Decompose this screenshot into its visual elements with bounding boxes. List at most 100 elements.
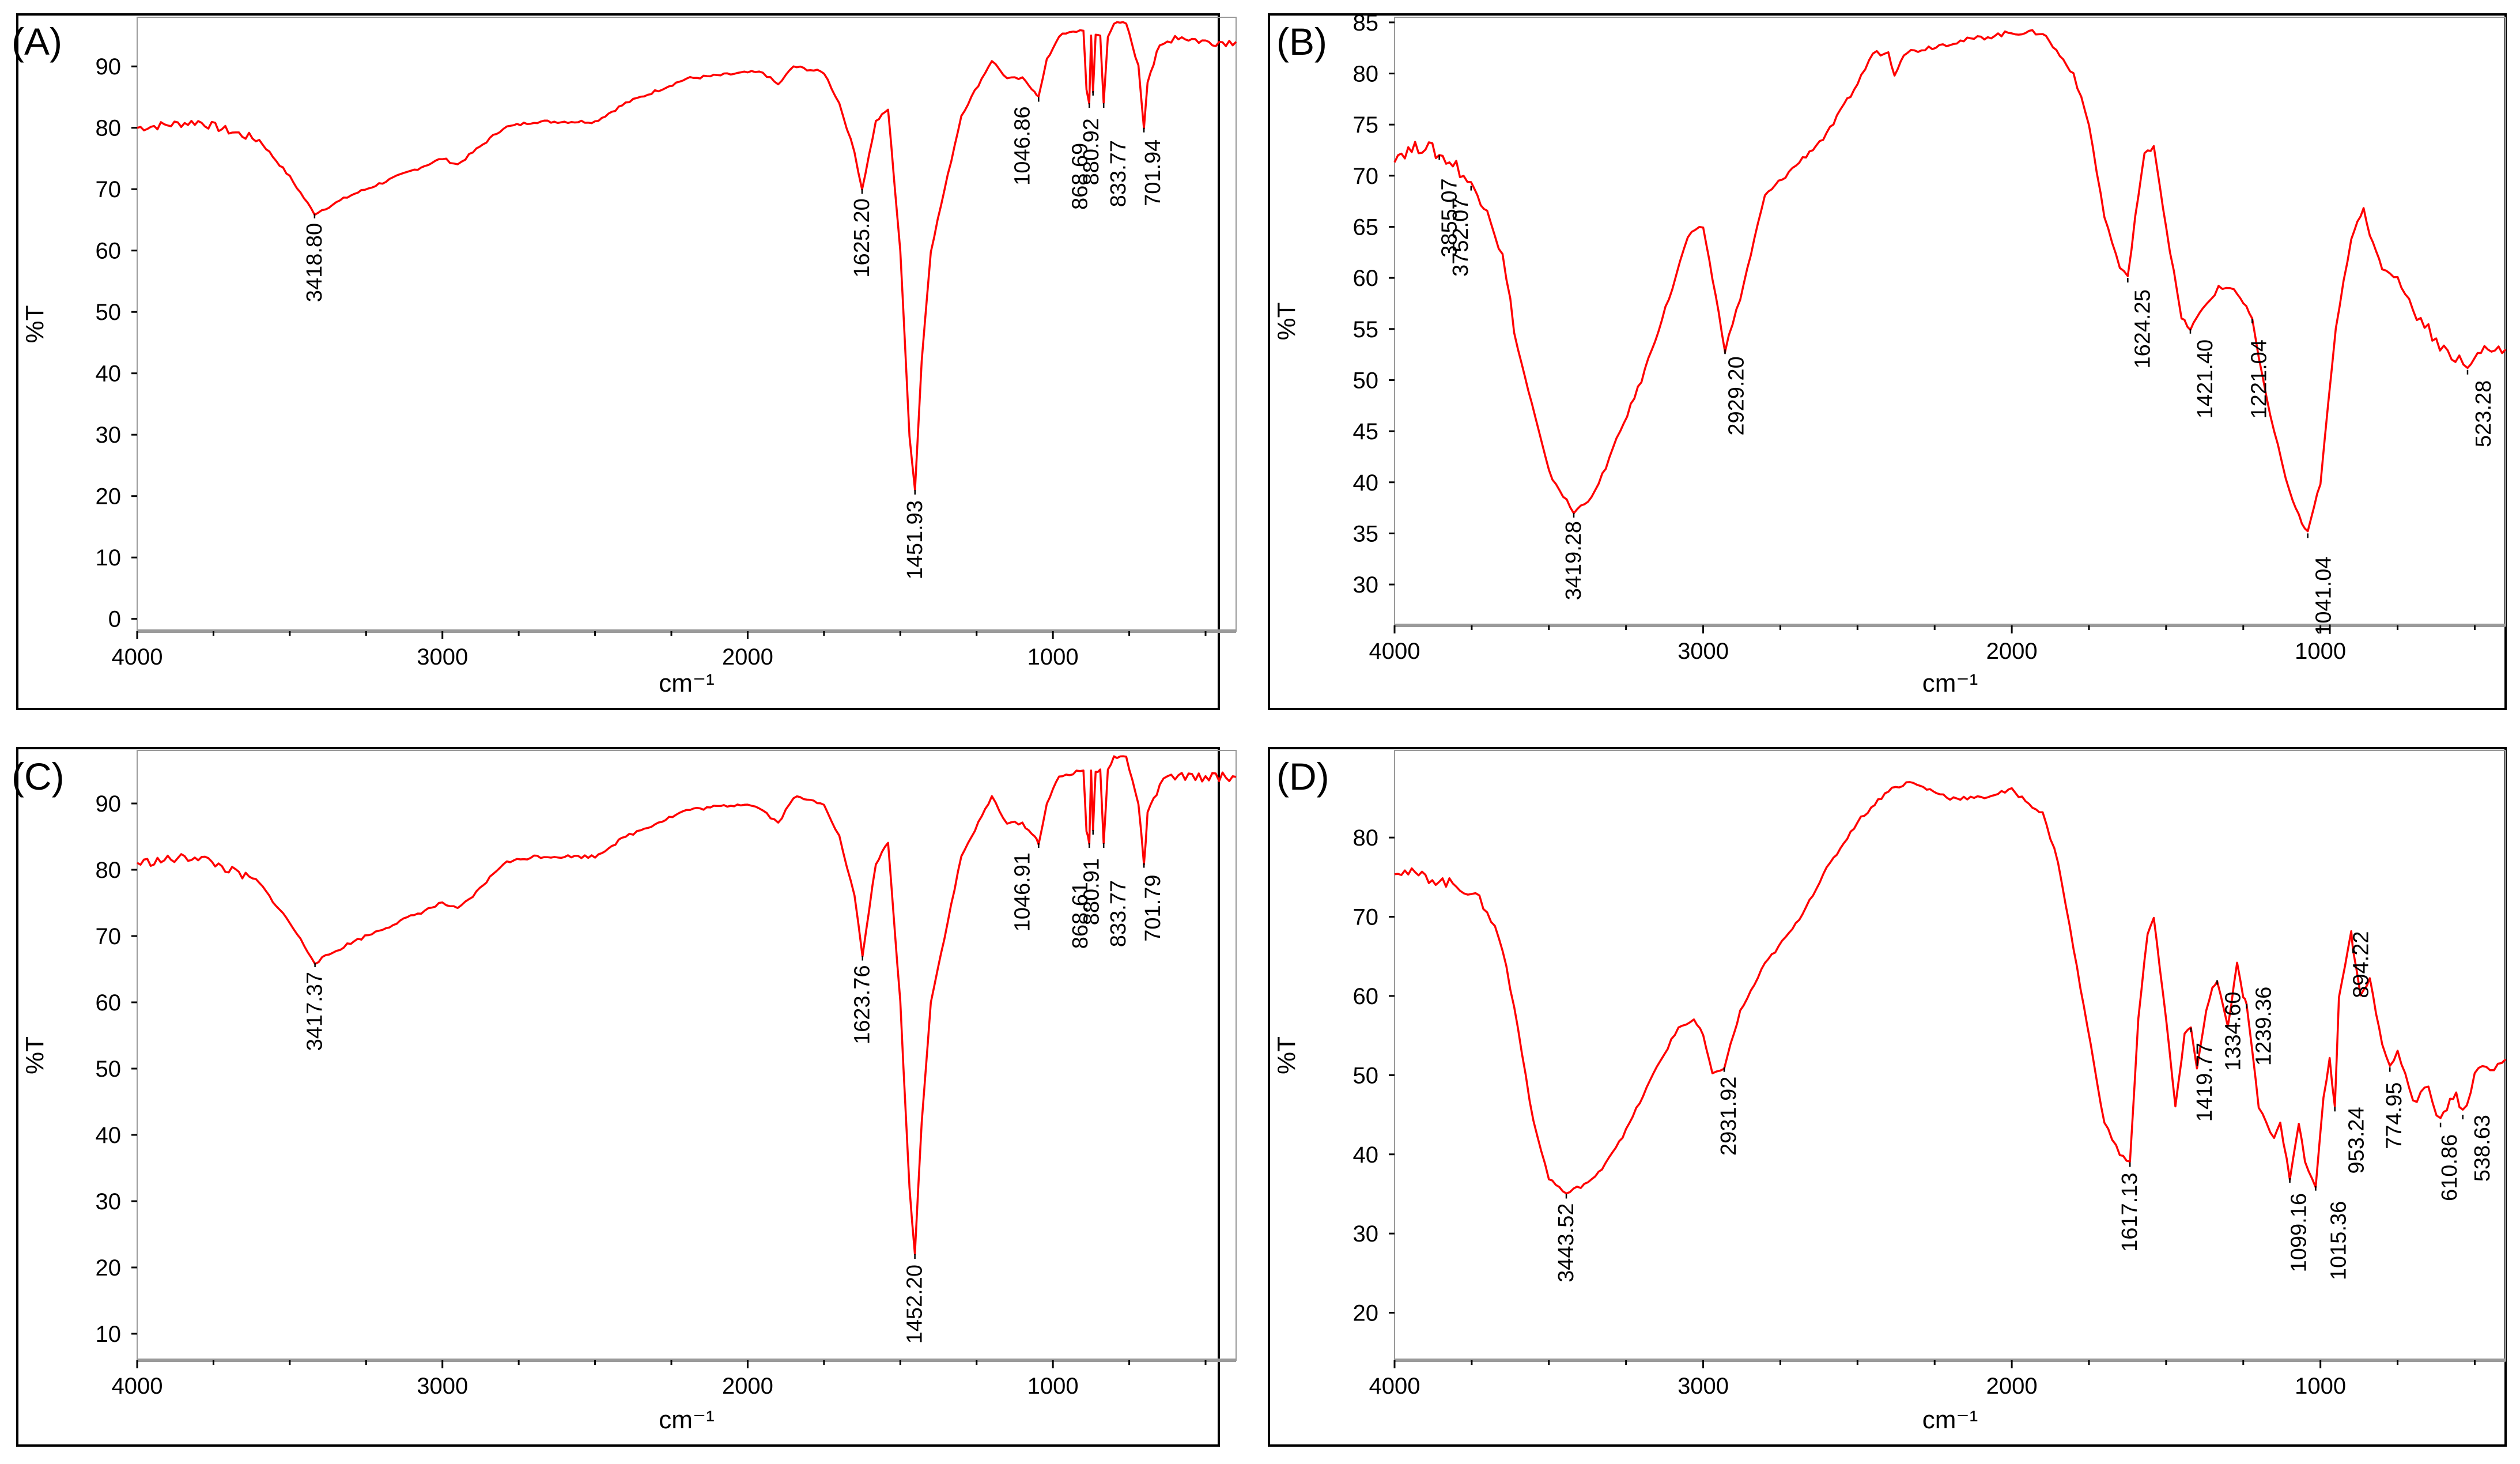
y-tick-label: 80	[96, 858, 122, 883]
peak-label: 868.69	[1068, 143, 1093, 210]
peak-label: 3855.07	[1438, 178, 1462, 257]
peak-label: 1617.13	[2118, 1172, 2142, 1251]
plot-area	[137, 750, 1237, 1361]
peak-label: 1421.40	[2193, 339, 2217, 418]
y-tick-label: 50	[1353, 368, 1379, 393]
y-tick-label: 20	[96, 1255, 122, 1281]
panel-label: (D)	[1276, 755, 1329, 798]
y-tick-label: 30	[1353, 1221, 1379, 1247]
x-tick-label: 1000	[1027, 644, 1079, 670]
y-tick-label: 50	[96, 1057, 122, 1082]
panel-frame	[16, 747, 1220, 1447]
peak-label: 1623.76	[851, 965, 875, 1044]
x-tick-label: 2000	[1986, 1374, 2038, 1399]
y-tick-label: 60	[96, 990, 122, 1016]
x-axis-title: cm⁻¹	[659, 1406, 715, 1434]
peak-label: 1625.20	[850, 198, 874, 277]
y-tick-label: 60	[1353, 984, 1379, 1009]
peak-label: 1015.36	[2326, 1201, 2351, 1280]
y-tick-label: 85	[1353, 10, 1379, 36]
peak-label: 1419.77	[2193, 1043, 2217, 1122]
spectrum-line	[137, 21, 1237, 491]
panel-d: 20 30 40 50 60 70 80 4000 3000 2000 1000 cm⁻¹ %T (D) 3…	[1268, 747, 2507, 1447]
y-tick-label: 30	[96, 1189, 122, 1214]
y-tick-label: 80	[1353, 825, 1379, 851]
peak-label: 523.28	[2472, 380, 2496, 447]
y-tick-label: 20	[1353, 1301, 1379, 1326]
peak-label: 3752.07	[1449, 198, 1473, 277]
peak-label: 2931.92	[1717, 1077, 1741, 1156]
x-tick-label: 2000	[1986, 639, 2038, 664]
y-tick-label: 65	[1353, 214, 1379, 240]
y-axis-title: %T	[21, 1036, 49, 1074]
x-tick-label: 1000	[2295, 639, 2346, 664]
x-tick-label: 2000	[722, 1374, 773, 1399]
y-tick-label: 40	[1353, 1142, 1379, 1168]
panel-label: (A)	[12, 20, 62, 63]
y-tick-label: 80	[96, 116, 122, 141]
y-tick-label: 75	[1353, 112, 1379, 138]
spectrum-line	[1394, 781, 2507, 1195]
peak-label: 538.63	[2470, 1115, 2495, 1182]
x-tick-label: 4000	[1369, 639, 1420, 664]
peak-label: 3419.28	[1562, 521, 1586, 600]
panel-frame	[1268, 747, 2507, 1447]
y-tick-label: 0	[108, 607, 121, 632]
peak-label: 833.77	[1106, 140, 1131, 207]
panel-b: 30 35 40 45 50 55 60 65 70 75 80 85 4000 3000 2000 1000…	[1268, 10, 2507, 710]
y-tick-label: 55	[1353, 317, 1379, 342]
x-tick-label: 4000	[112, 1374, 163, 1399]
y-tick-label: 60	[96, 239, 122, 264]
y-axis-title: %T	[1272, 303, 1301, 341]
peak-label: 880.91	[1079, 858, 1104, 925]
x-axis-title: cm⁻¹	[1922, 669, 1978, 697]
peak-label: 894.22	[2349, 931, 2373, 998]
panel-frame	[16, 13, 1220, 710]
peak-label: 610.86	[2438, 1134, 2462, 1201]
y-tick-label: 70	[96, 177, 122, 202]
y-tick-label: 90	[96, 791, 122, 817]
peak-label: 1046.91	[1010, 852, 1034, 931]
panel-label: (C)	[12, 755, 65, 798]
y-tick-label: 45	[1353, 419, 1379, 444]
spectrum-line	[1393, 29, 2507, 533]
peak-label: 3417.37	[303, 972, 327, 1051]
y-tick-label: 30	[96, 422, 122, 448]
peak-label: 774.95	[2382, 1082, 2406, 1149]
y-axis-title: %T	[1272, 1036, 1301, 1074]
y-tick-label: 40	[96, 361, 122, 387]
y-tick-label: 20	[96, 484, 122, 510]
peak-label: 701.94	[1141, 139, 1165, 206]
x-tick-label: 3000	[1678, 639, 1729, 664]
y-tick-label: 35	[1353, 521, 1379, 546]
y-tick-label: 60	[1353, 266, 1379, 291]
peak-label: 833.77	[1106, 880, 1131, 947]
peak-label: 701.79	[1141, 875, 1165, 942]
y-tick-label: 80	[1353, 62, 1379, 87]
x-tick-label: 3000	[417, 644, 468, 670]
x-axis-title: cm⁻¹	[1922, 1406, 1978, 1434]
peak-label: 880.92	[1079, 118, 1104, 185]
x-tick-label: 3000	[1678, 1374, 1729, 1399]
panel-a: 0 10 20 30 40 50 60 70 80 90 4000 3000 2000 1000 cm⁻¹%…	[12, 13, 1237, 710]
x-axis-title: cm⁻¹	[659, 669, 715, 697]
y-tick-label: 10	[96, 1322, 122, 1347]
y-tick-label: 40	[1353, 470, 1379, 496]
peak-label: 1451.93	[903, 500, 927, 579]
y-axis-title: %T	[21, 305, 49, 344]
peak-label: 2929.20	[1724, 356, 1748, 435]
plot-area	[137, 17, 1237, 632]
x-tick-label: 1000	[1027, 1374, 1079, 1399]
peak-label: 1624.25	[2130, 289, 2155, 368]
panel-label: (B)	[1276, 20, 1327, 63]
peak-label: 1041.04	[2312, 556, 2336, 635]
peak-label: 1221.04	[2247, 339, 2271, 418]
peak-label: 868.61	[1068, 882, 1093, 949]
y-tick-label: 70	[1353, 164, 1379, 189]
y-tick-label: 40	[96, 1123, 122, 1148]
peak-label: 1239.36	[2251, 987, 2276, 1066]
peak-label: 1046.86	[1010, 106, 1034, 185]
y-tick-label: 70	[96, 924, 122, 949]
spectrum-line	[137, 755, 1237, 1255]
